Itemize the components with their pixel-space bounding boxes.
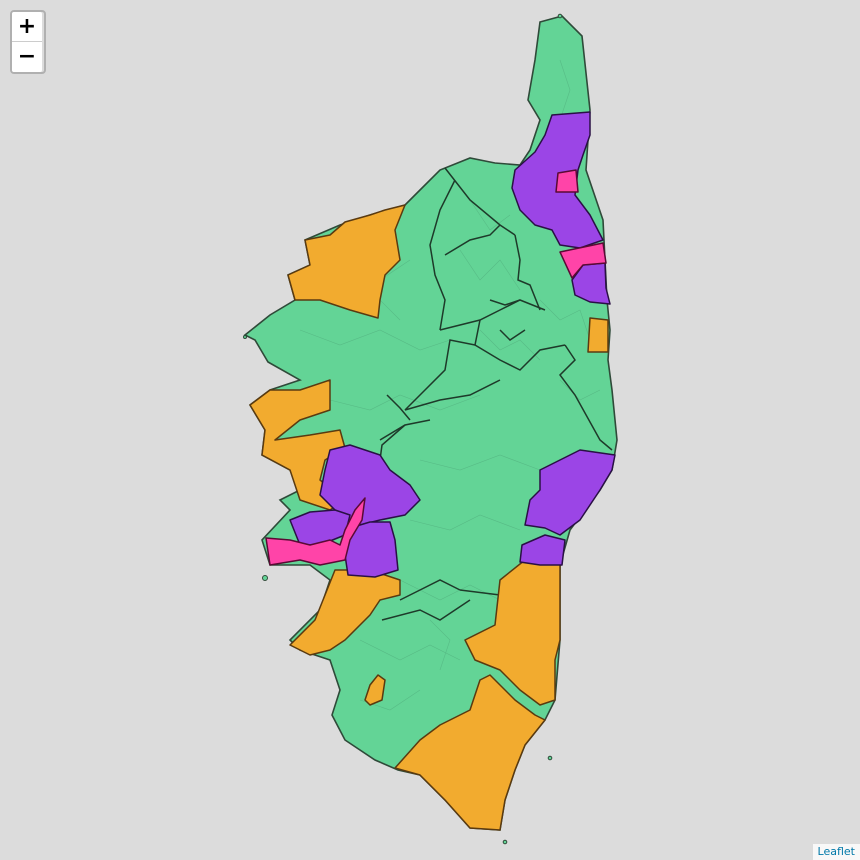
zoom-control: + −: [10, 10, 46, 74]
region-small-islet: [364, 674, 386, 706]
leaflet-link[interactable]: Leaflet: [817, 845, 855, 858]
region-ajaccio-east: [344, 521, 399, 578]
zoom-out-button[interactable]: −: [12, 42, 42, 72]
region-ajaccio-pink: [265, 497, 366, 566]
region-plaine-orientale: [524, 449, 616, 536]
pink-regions: [265, 169, 607, 566]
commune-lines: [299, 59, 601, 711]
canton-borders: [379, 167, 613, 621]
region-south-tip: [394, 674, 546, 831]
region-east-pink: [559, 242, 607, 279]
region-cap-pink: [555, 169, 579, 193]
islets: [243, 13, 563, 845]
region-east-coast-south: [519, 534, 566, 566]
orange-regions: [249, 204, 609, 831]
attribution: Leaflet: [812, 844, 860, 860]
region-balagne-west: [287, 204, 406, 319]
region-cinarca: [319, 444, 421, 526]
zoom-in-button[interactable]: +: [12, 12, 42, 42]
region-east-coast-strip: [587, 317, 609, 353]
region-south-west: [289, 569, 401, 656]
